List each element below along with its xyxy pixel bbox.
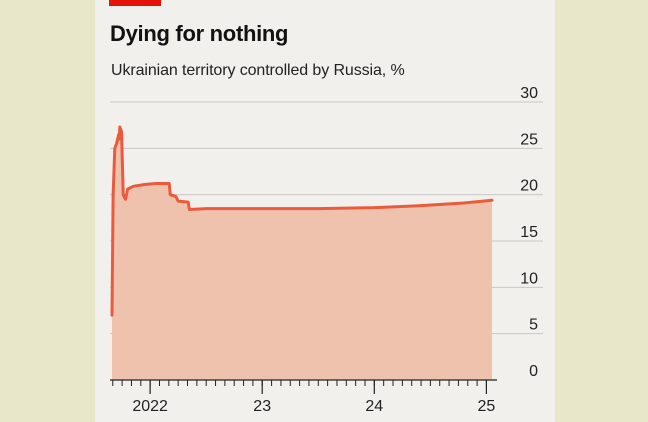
x-tick-label: 25 — [477, 398, 495, 415]
y-tick-label: 0 — [529, 363, 538, 380]
y-tick-label: 30 — [520, 85, 538, 102]
x-tick-label: 23 — [253, 398, 271, 415]
chart-title: Dying for nothing — [110, 21, 289, 46]
y-tick-label: 10 — [520, 270, 538, 287]
y-tick-label: 20 — [520, 178, 538, 195]
brand-tag — [109, 0, 161, 6]
x-tick-label: 2022 — [132, 398, 168, 415]
chart-subtitle: Ukrainian territory controlled by Russia… — [111, 62, 405, 79]
y-tick-label: 15 — [520, 224, 538, 241]
x-tick-label: 24 — [365, 398, 383, 415]
y-tick-label: 25 — [520, 131, 538, 148]
series-line — [110, 125, 494, 317]
series-area — [112, 127, 492, 381]
y-tick-label: 5 — [529, 317, 538, 334]
